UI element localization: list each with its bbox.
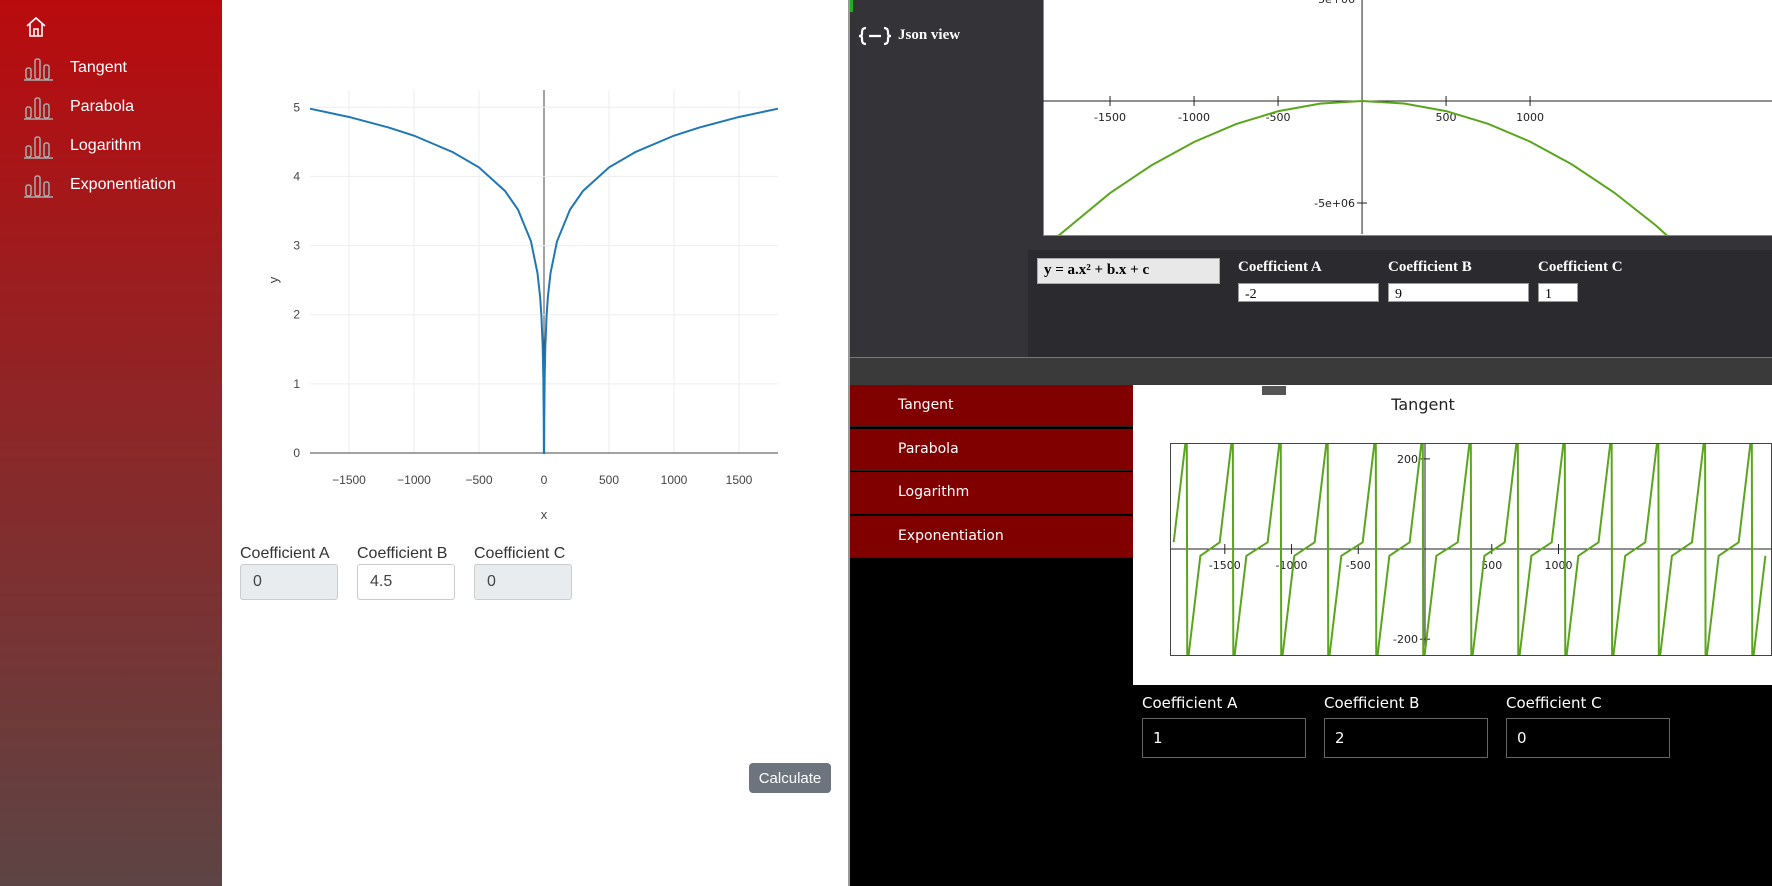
nav-icon [24, 58, 53, 81]
nav-item[interactable]: Logarithm [70, 137, 142, 154]
coefficient-input[interactable]: 2 [1324, 718, 1488, 758]
x-tick-label: −1500 [332, 473, 366, 487]
x-axis-title: x [541, 507, 548, 522]
x-tick-label: -500 [1346, 559, 1371, 572]
nav-item[interactable]: Parabola [70, 98, 135, 115]
y-tick-label: 3 [293, 239, 300, 253]
y-tick-label: 200 [1397, 453, 1418, 466]
plot-bg [1043, 0, 1772, 236]
nav-item[interactable]: Exponentiation [850, 515, 1133, 558]
x-tick-label: 500 [599, 473, 619, 487]
equation-select[interactable]: y = a.x² + b.x + c [1037, 258, 1220, 284]
coefficient-label: Coefficient C [1506, 694, 1602, 712]
line-series [309, 107, 779, 454]
x-tick-label: -1000 [1276, 559, 1308, 572]
coefficient-label: Coefficient C [474, 545, 566, 562]
y-tick-label: -5e+06 [1314, 197, 1355, 210]
x-tick-label: 500 [1436, 111, 1457, 124]
nav-item[interactable]: Tangent [70, 59, 127, 76]
x-tick-label: -1500 [1209, 559, 1241, 572]
home-icon[interactable] [24, 15, 48, 39]
json-view-menu[interactable]: Json view [898, 27, 961, 43]
x-tick-label: 500 [1481, 559, 1502, 572]
main-panel [222, 0, 848, 886]
y-tick-label: 4 [293, 169, 300, 183]
log-plot: −1500 −1000 −500 0 500 1000 1500 0 1 2 3 4 5 x y [266, 90, 779, 522]
indicator [850, 0, 853, 12]
y-axis-title: y [266, 276, 281, 283]
y-tick-label: 5e+06 [1318, 0, 1355, 6]
x-tick-label: -1000 [1178, 111, 1210, 124]
coefficient-label: Coefficient B [1324, 694, 1420, 712]
coefficient-label: Coefficient A [1238, 259, 1322, 275]
x-tick-label: −500 [465, 473, 492, 487]
json-sidebar [850, 0, 1027, 357]
coefficient-input[interactable]: 9 [1388, 283, 1529, 302]
coefficient-input[interactable]: 1 [1142, 718, 1306, 758]
nav-item[interactable]: Logarithm [850, 472, 1133, 514]
handle [1262, 386, 1286, 395]
window-edge [848, 0, 850, 886]
y-tick-label: 0 [293, 446, 300, 460]
coefficient-label: Coefficient B [1388, 259, 1472, 275]
json-icon [858, 26, 892, 46]
coefficient-input[interactable]: 0 [240, 564, 338, 600]
nav-icon [24, 97, 53, 120]
y-tick-label: 2 [293, 308, 300, 322]
coefficient-input[interactable]: 0 [1506, 718, 1670, 758]
line-series [1172, 444, 1767, 655]
nav-icon [24, 136, 53, 159]
parabola-plot: -1500 -1000 -500 500 1000 5e+06 -5e+06 [1043, 0, 1772, 235]
coefficient-input[interactable]: 4.5 [357, 564, 455, 600]
x-tick-label: 1500 [726, 473, 753, 487]
sidebar [0, 0, 222, 886]
x-tick-label: 1000 [1544, 559, 1572, 572]
nav-item[interactable]: Parabola [850, 428, 1133, 471]
coefficient-label: Coefficient A [1142, 694, 1238, 712]
title-bar [850, 357, 1772, 386]
y-tick-label: 1 [293, 377, 300, 391]
coefficient-input[interactable]: 1 [1538, 283, 1578, 302]
coefficient-label: Coefficient C [1538, 259, 1623, 275]
calculate-button[interactable]: Calculate [749, 763, 831, 793]
y-tick-label: 5 [293, 100, 300, 114]
x-tick-label: -1500 [1094, 111, 1126, 124]
x-tick-label: 0 [541, 473, 548, 487]
coefficient-label: Coefficient B [357, 545, 448, 562]
x-tick-label: -500 [1266, 111, 1291, 124]
tangent-panel [1133, 385, 1772, 685]
x-tick-label: 1000 [1516, 111, 1544, 124]
y-tick-label: -200 [1393, 633, 1418, 646]
coefficient-input[interactable]: 0 [474, 564, 572, 600]
coefficient-label: Coefficient A [240, 545, 330, 562]
coefficient-input[interactable]: -2 [1238, 283, 1379, 302]
panel-title: Tangent [1391, 395, 1455, 414]
x-tick-label: −1000 [397, 473, 431, 487]
x-tick-label: 1000 [661, 473, 688, 487]
line-series [1057, 99, 1668, 235]
nav-item[interactable]: Tangent [850, 385, 1133, 427]
nav-item[interactable]: Exponentiation [70, 176, 176, 193]
tangent-plot: -1500 -1000 -500 500 1000 200 -200 [1170, 443, 1772, 656]
nav-icon [24, 175, 53, 198]
